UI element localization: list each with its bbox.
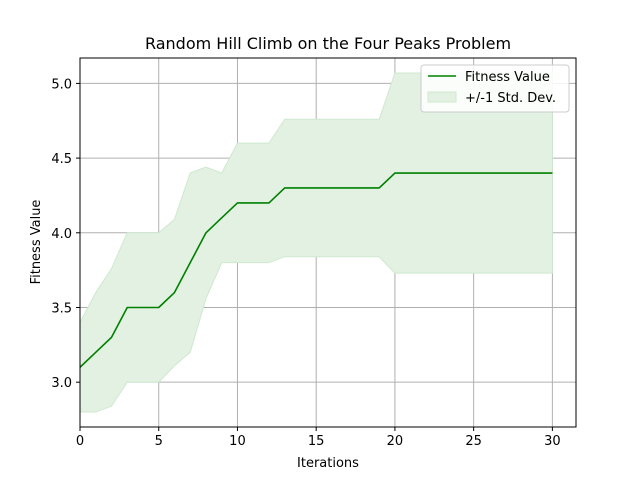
- legend-label-std-dev: +/-1 Std. Dev.: [465, 91, 556, 106]
- std-dev-band-area: [79, 72, 553, 413]
- x-axis-label: Iterations: [297, 456, 359, 471]
- legend-band-swatch: [427, 91, 457, 103]
- axis-ticks: 0 5 10 15 20 25 30 3.0 3.5 4.0 4.5 5.0: [51, 77, 560, 449]
- plot-frame: [79, 57, 577, 428]
- legend: Fitness Value +/-1 Std. Dev.: [420, 64, 570, 113]
- x-tick-label-6: 30: [544, 434, 561, 449]
- std-dev-band: [79, 72, 553, 413]
- y-tick-label-3: 4.5: [51, 152, 72, 167]
- y-tick-label-1: 3.5: [51, 301, 72, 316]
- fitness-line: [79, 172, 553, 368]
- fitness-value-series: [79, 172, 553, 368]
- x-tick-label-4: 20: [387, 434, 404, 449]
- x-tick-label-3: 15: [308, 434, 325, 449]
- x-tick-label-0: 0: [76, 434, 84, 449]
- chart-title: Random Hill Climb on the Four Peaks Prob…: [145, 34, 511, 53]
- x-tick-label-2: 10: [229, 434, 246, 449]
- x-tick-label-5: 25: [465, 434, 482, 449]
- y-tick-label-0: 3.0: [51, 376, 72, 391]
- y-axis-label: Fitness Value: [29, 200, 44, 285]
- legend-label-fitness: Fitness Value: [465, 70, 550, 85]
- y-tick-label-4: 5.0: [51, 77, 72, 92]
- legend-frame: [420, 64, 570, 113]
- x-tick-label-1: 5: [155, 434, 163, 449]
- y-tick-label-2: 4.0: [51, 227, 72, 242]
